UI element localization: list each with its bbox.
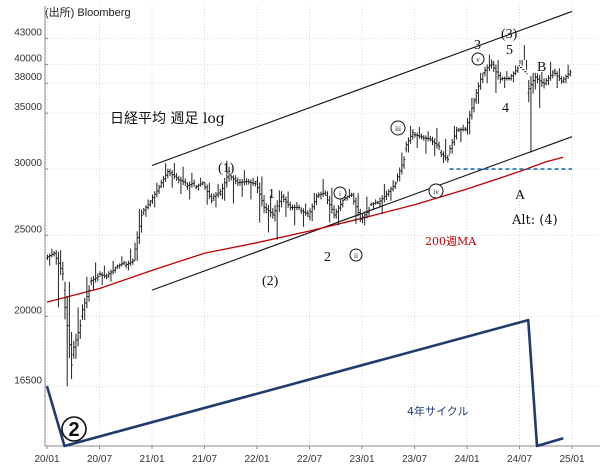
x-tick-label: 22/01 [244, 454, 269, 465]
wave-label-b: B [537, 60, 546, 75]
wave-label-iv: iv [433, 188, 439, 196]
y-tick-label: 38000 [14, 72, 42, 83]
x-tick-label: 23/07 [402, 454, 427, 465]
wave-circle-iii [390, 120, 406, 136]
y-tick-label: 16500 [14, 375, 42, 386]
annotation-labels: 日経平均 週足 log 200週MA Alt: (4) 4年サイクル (1) 1… [61, 27, 558, 442]
x-tick-label: 20/01 [34, 454, 59, 465]
wave-label-paren-2: (2) [262, 274, 279, 289]
x-tick-label: 24/07 [507, 454, 532, 465]
ma-series-group [46, 156, 564, 303]
wave-label-4: 4 [502, 101, 509, 116]
wave-label-2: 2 [324, 250, 331, 265]
ma-label: 200週MA [425, 235, 477, 248]
price-bars [46, 45, 572, 387]
x-tick-label: 23/01 [349, 454, 374, 465]
wave-circle-v [471, 52, 485, 66]
y-tick-label: 35000 [14, 102, 42, 113]
chart-title: 日経平均 週足 log [110, 111, 225, 127]
wave-label-a: A [515, 188, 526, 203]
cycle-line [45, 318, 564, 448]
wave-label-paren-3: (3) [501, 27, 518, 42]
y-tick-label: 30000 [14, 158, 42, 169]
alt-label: Alt: (4) [511, 213, 558, 228]
x-tick-label: 21/01 [139, 454, 164, 465]
wave-label-i: i [339, 190, 341, 198]
wave-circle-big-2 [61, 416, 87, 442]
x-tick-label: 20/07 [87, 454, 112, 465]
y-axis: 16500 20000 25000 30000 35000 38000 40000 43000 [14, 27, 48, 387]
wave-label-ii: ii [354, 252, 358, 260]
wave-label-paren-1: (1) [218, 161, 235, 176]
wave-circle-iv [428, 183, 444, 199]
channel-lines [151, 10, 573, 291]
ma-series-line [46, 156, 564, 303]
channel-lower-line [151, 136, 573, 291]
wave-label-3: 3 [474, 38, 481, 53]
wave-label-5: 5 [506, 43, 513, 58]
x-tick-label: 22/07 [297, 454, 322, 465]
cycle-line-group [45, 318, 564, 448]
wave-label-iii: iii [395, 125, 401, 133]
wave-circle-ii [349, 248, 363, 262]
wave-label-1: 1 [268, 187, 275, 202]
x-tick-label: 25/01 [559, 454, 584, 465]
wave-label-big-2: 2 [68, 419, 79, 441]
y-tick-label: 43000 [14, 27, 42, 38]
y-tick-label: 25000 [14, 224, 42, 235]
cycle-label: 4年サイクル [407, 404, 468, 418]
source-label: (出所) Bloomberg [45, 5, 131, 19]
x-tick-label: 21/07 [192, 454, 217, 465]
y-tick-label: 40000 [14, 54, 42, 65]
x-axis: 20/01 20/07 21/01 21/07 22/01 22/07 23/01 23/07… [34, 446, 585, 465]
wave-label-v: v [476, 56, 480, 64]
y-tick-label: 20000 [14, 305, 42, 316]
wave-circle-i [333, 186, 347, 200]
x-tick-label: 24/01 [454, 454, 479, 465]
channel-upper-line [151, 10, 573, 167]
